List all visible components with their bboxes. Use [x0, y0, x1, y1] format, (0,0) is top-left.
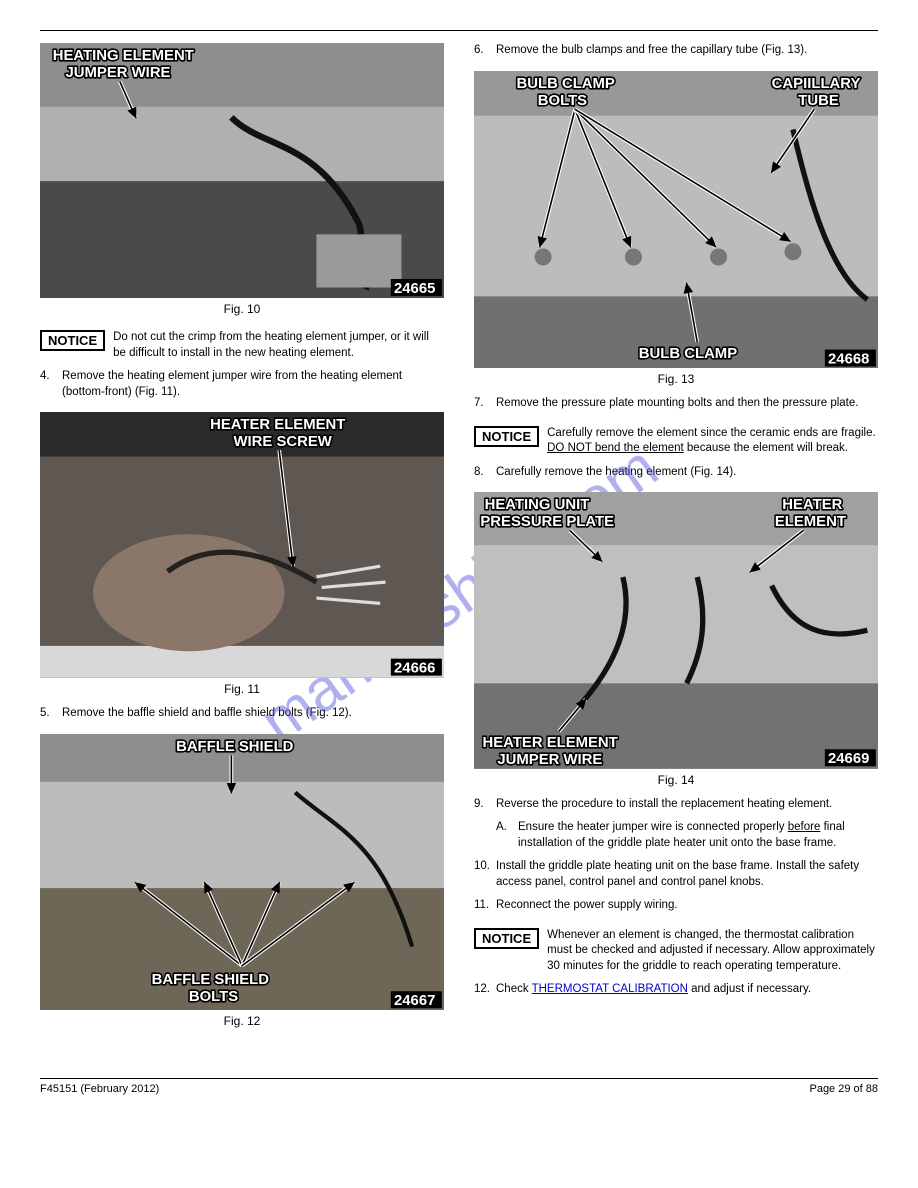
step-9a-pre: Ensure the heater jumper wire is connect…: [518, 821, 788, 833]
step-5-num: 5.: [40, 706, 62, 722]
footer-left: F45151 (February 2012): [40, 1083, 159, 1095]
notice-1-label: NOTICE: [40, 330, 105, 351]
fig14-callout-jw-1: HEATER ELEMENT: [483, 735, 618, 751]
fig14-callout-pp-2: PRESSURE PLATE: [480, 514, 614, 530]
fig12-callout-baffle-bolts-2: BOLTS: [189, 988, 238, 1004]
step-11-num: 11.: [474, 898, 496, 914]
fig11-caption: Fig. 11: [40, 682, 444, 696]
step-10-num: 10.: [474, 859, 496, 890]
fig14-caption: Fig. 14: [474, 773, 878, 787]
fig14-callout-he-2: ELEMENT: [775, 514, 846, 530]
notice-1-text: Do not cut the crimp from the heating el…: [113, 330, 444, 361]
notice-3-label: NOTICE: [474, 928, 539, 949]
step-8-text: Carefully remove the heating element (Fi…: [496, 465, 878, 481]
fig11-number: 24666: [394, 661, 435, 677]
figure-14: HEATING UNIT HEATING UNIT PRESSURE PLATE…: [474, 492, 878, 768]
right-column: 6. Remove the bulb clamps and free the c…: [474, 31, 878, 1028]
figure-10: HEATING ELEMENT HEATING ELEMENT JUMPER W…: [40, 43, 444, 298]
fig12-caption: Fig. 12: [40, 1014, 444, 1028]
step-12-link[interactable]: THERMOSTAT CALIBRATION: [532, 983, 688, 995]
fig13-callout-bulb-clamp: BULB CLAMP: [639, 346, 737, 362]
left-column: HEATING ELEMENT HEATING ELEMENT JUMPER W…: [40, 31, 444, 1028]
figure-13: BULB CLAMP BULB CLAMP BOLTS BOLTS CAPIIL…: [474, 71, 878, 369]
fig14-number: 24669: [828, 751, 869, 767]
step-8-num: 8.: [474, 465, 496, 481]
step-6-num: 6.: [474, 43, 496, 59]
page-footer: F45151 (February 2012) Page 29 of 88: [40, 1078, 878, 1095]
step-9-text: Reverse the procedure to install the rep…: [496, 797, 878, 813]
fig11-callout-screw-2: WIRE SCREW: [233, 434, 332, 450]
figure-12: BAFFLE SHIELD BAFFLE SHIELD BAFFLE SHIEL…: [40, 734, 444, 1010]
fig14-callout-pp-1: HEATING UNIT: [485, 497, 590, 513]
notice-2-pre: Carefully remove the element since the c…: [547, 427, 876, 439]
fig13-callout-cap-2: TUBE: [798, 93, 839, 109]
step-9a-under: before: [788, 821, 821, 833]
fig11-callout-screw-1: HEATER ELEMENT: [210, 417, 345, 433]
notice-2-text: Carefully remove the element since the c…: [547, 426, 878, 457]
page-content: HEATING ELEMENT HEATING ELEMENT JUMPER W…: [40, 30, 878, 1028]
step-7-text: Remove the pressure plate mounting bolts…: [496, 396, 878, 412]
step-4-text: Remove the heating element jumper wire f…: [62, 369, 444, 400]
step-11-text: Reconnect the power supply wiring.: [496, 898, 878, 914]
fig13-callout-cap-1: CAPIILLARY: [772, 76, 861, 92]
step-9a-num: A.: [496, 820, 518, 851]
figure-11: HEATER ELEMENT HEATER ELEMENT WIRE SCREW…: [40, 412, 444, 678]
fig12-callout-baffle-shield: BAFFLE SHIELD: [176, 739, 294, 755]
fig13-callout-bcb-1: BULB CLAMP: [517, 76, 615, 92]
footer-right: Page 29 of 88: [809, 1083, 878, 1095]
step-10-text: Install the griddle plate heating unit o…: [496, 859, 878, 890]
step-5-text: Remove the baffle shield and baffle shie…: [62, 706, 444, 722]
fig13-number: 24668: [828, 351, 869, 367]
fig14-callout-he-1: HEATER: [782, 497, 842, 513]
step-12-post: and adjust if necessary.: [688, 983, 811, 995]
fig10-callout-heating-jumper-1: HEATING ELEMENT: [53, 48, 194, 64]
step-12-pre: Check: [496, 983, 532, 995]
fig14-callout-jw-2: JUMPER WIRE: [497, 752, 602, 768]
step-12-num: 12.: [474, 982, 496, 998]
step-7-num: 7.: [474, 396, 496, 412]
step-9a-text: Ensure the heater jumper wire is connect…: [518, 820, 878, 851]
fig12-callout-baffle-bolts-1: BAFFLE SHIELD: [152, 971, 270, 987]
fig10-number: 24665: [394, 281, 435, 297]
notice-3-text: Whenever an element is changed, the ther…: [547, 928, 878, 975]
fig10-caption: Fig. 10: [40, 302, 444, 316]
fig10-callout-heating-jumper-2: JUMPER WIRE: [66, 65, 171, 81]
step-6-text: Remove the bulb clamps and free the capi…: [496, 43, 878, 59]
notice-2-post: because the element will break.: [684, 442, 848, 454]
step-9-num: 9.: [474, 797, 496, 813]
fig12-number: 24667: [394, 993, 435, 1009]
step-12-text: Check THERMOSTAT CALIBRATION and adjust …: [496, 982, 878, 998]
notice-2-label: NOTICE: [474, 426, 539, 447]
fig13-caption: Fig. 13: [474, 372, 878, 386]
step-4-num: 4.: [40, 369, 62, 400]
notice-2-under: DO NOT bend the element: [547, 442, 684, 454]
fig13-callout-bcb-2: BOLTS: [538, 93, 587, 109]
